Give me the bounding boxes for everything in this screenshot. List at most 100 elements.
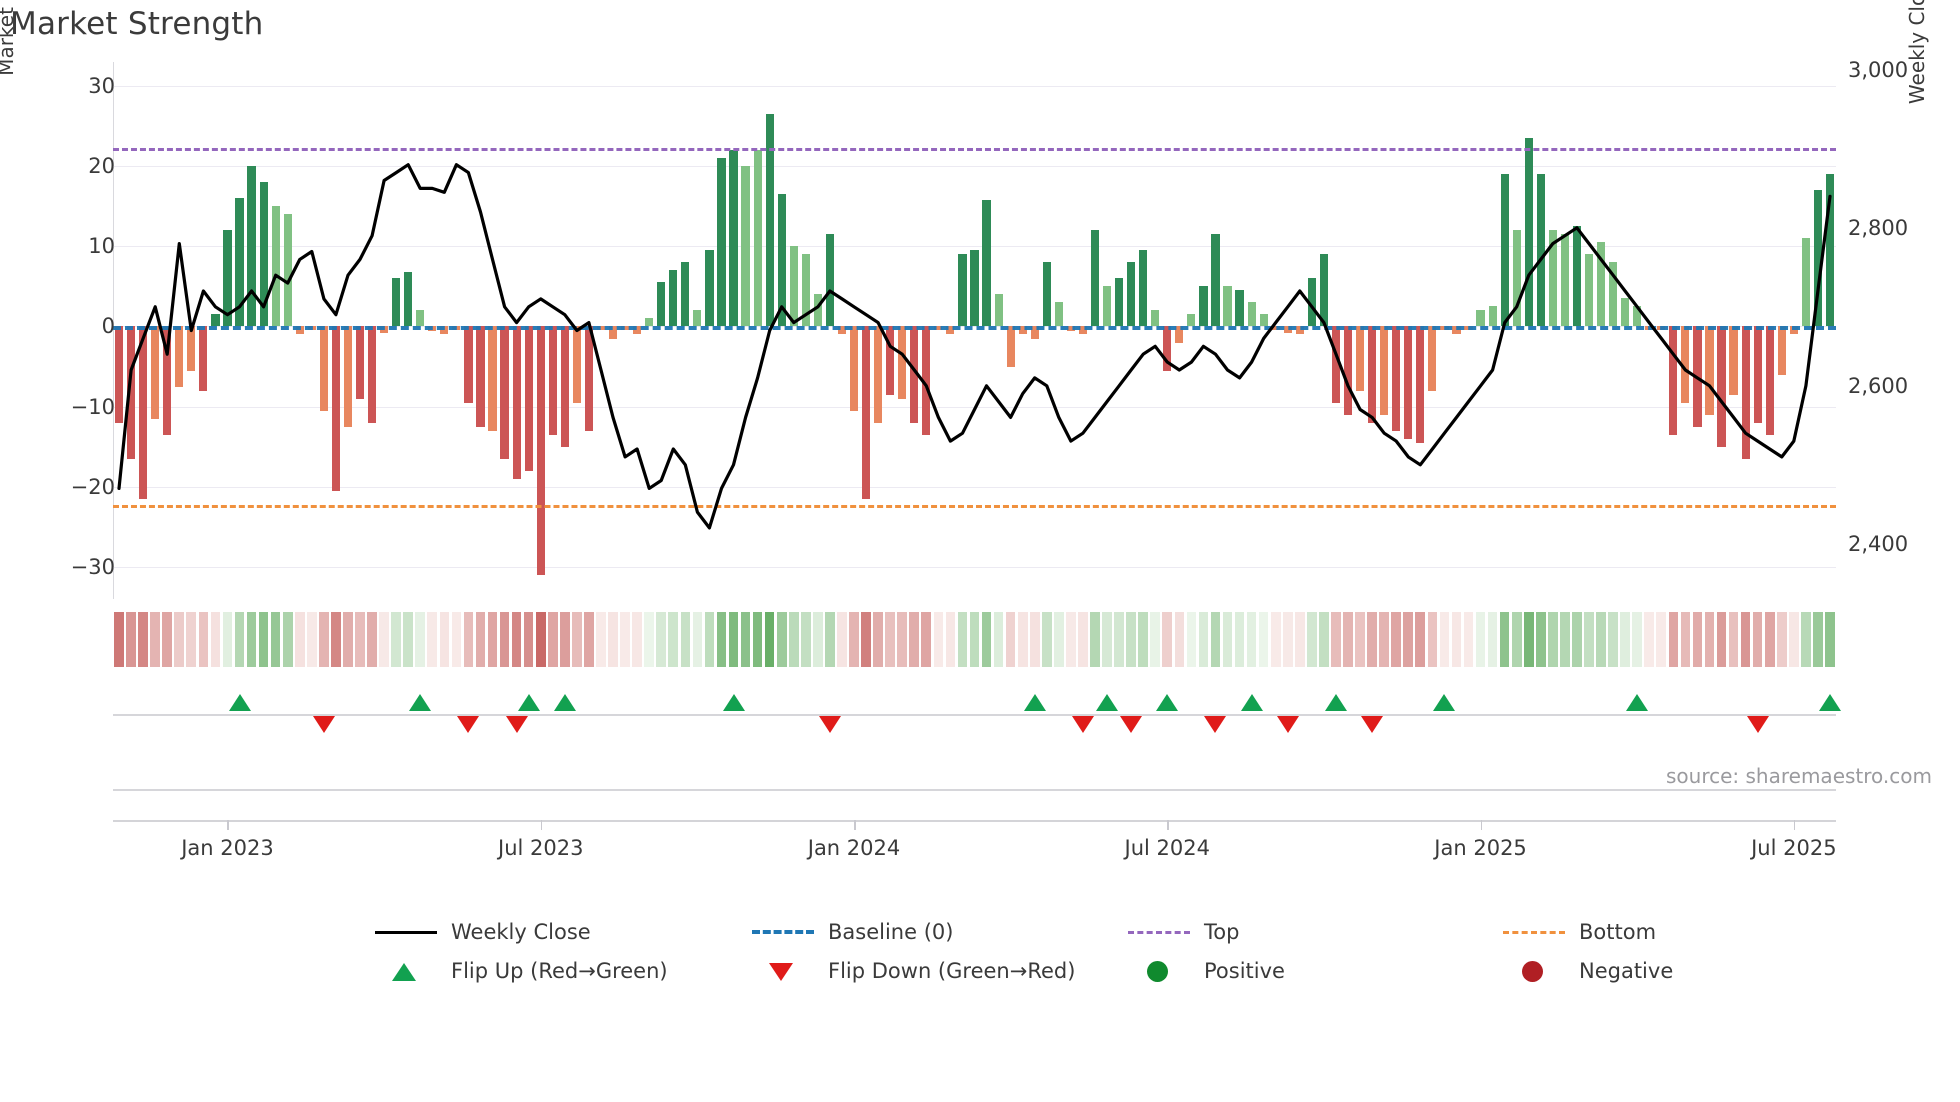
legend-item-baseline[interactable]: Baseline (0) bbox=[752, 920, 953, 944]
heat-cell bbox=[391, 612, 401, 667]
strength-bar bbox=[958, 254, 967, 327]
strength-bar bbox=[187, 326, 196, 371]
heat-cell bbox=[1198, 612, 1209, 667]
legend-item-flip-up[interactable]: Flip Up (Red→Green) bbox=[375, 959, 668, 983]
flip-up-marker bbox=[1240, 694, 1263, 711]
line-dashed-orange-icon bbox=[1503, 922, 1565, 942]
heat-cell bbox=[921, 612, 932, 667]
heat-cell bbox=[1295, 612, 1305, 667]
heat-cell bbox=[1246, 612, 1257, 667]
heat-cell bbox=[1716, 612, 1727, 667]
strength-bar bbox=[982, 199, 991, 327]
strength-bar bbox=[440, 326, 449, 335]
y-tick-label: 10 bbox=[88, 234, 115, 259]
gridline bbox=[113, 566, 1836, 568]
strength-bar bbox=[1681, 326, 1690, 403]
heat-cell bbox=[957, 612, 968, 667]
strength-bar bbox=[392, 278, 401, 327]
heat-cell bbox=[234, 612, 245, 667]
legend-item-positive[interactable]: Positive bbox=[1128, 959, 1285, 983]
heat-cell bbox=[800, 612, 811, 667]
heat-cell bbox=[1210, 612, 1221, 667]
strength-bar bbox=[1741, 326, 1750, 459]
strength-bar bbox=[295, 326, 304, 335]
strength-bar bbox=[669, 270, 678, 327]
heat-cell bbox=[451, 612, 462, 667]
strength-bar bbox=[367, 326, 377, 423]
strength-bar bbox=[126, 326, 136, 459]
heat-cell bbox=[162, 612, 173, 667]
strength-bar bbox=[645, 318, 654, 327]
strength-bar bbox=[886, 326, 895, 395]
flip-up-marker bbox=[1626, 694, 1649, 711]
strength-bar bbox=[1163, 326, 1172, 371]
heat-cell bbox=[716, 612, 727, 667]
flip-down-marker bbox=[312, 716, 335, 733]
heat-cell bbox=[1066, 612, 1076, 667]
legend-item-bottom[interactable]: Bottom bbox=[1503, 920, 1656, 944]
flip-up-marker bbox=[722, 694, 745, 711]
strength-bar bbox=[1211, 234, 1220, 327]
heat-cell bbox=[933, 612, 944, 667]
heat-cell bbox=[1439, 612, 1450, 667]
heat-cell bbox=[1668, 612, 1679, 667]
heat-cell bbox=[415, 612, 426, 667]
heat-cell bbox=[981, 612, 992, 667]
y2-tick-label: 3,000 bbox=[1848, 57, 1909, 82]
heat-cell bbox=[1463, 612, 1474, 667]
heat-cell bbox=[825, 612, 835, 667]
heat-cell bbox=[1391, 612, 1402, 667]
strength-bar bbox=[476, 326, 485, 427]
heat-cell bbox=[487, 612, 498, 667]
legend-item-flip-down[interactable]: Flip Down (Green→Red) bbox=[752, 959, 1075, 983]
strength-bar bbox=[1102, 286, 1112, 327]
strength-bar bbox=[1777, 326, 1786, 375]
heat-cell bbox=[114, 612, 124, 667]
legend-item-weekly-close[interactable]: Weekly Close bbox=[375, 920, 591, 944]
legend-label: Negative bbox=[1579, 959, 1674, 983]
heat-cell bbox=[764, 612, 775, 667]
strength-bar bbox=[994, 294, 1003, 327]
gridline bbox=[113, 246, 1836, 248]
legend-label: Flip Up (Red→Green) bbox=[451, 959, 668, 983]
heat-cell bbox=[258, 612, 269, 667]
strength-bar bbox=[1018, 326, 1027, 335]
strength-bar bbox=[1548, 230, 1557, 327]
strength-bar bbox=[1151, 310, 1160, 327]
heat-cell bbox=[186, 612, 197, 667]
heat-cell bbox=[355, 612, 365, 667]
strength-bar bbox=[777, 194, 786, 327]
dot-red-icon bbox=[1503, 961, 1565, 982]
strength-bar bbox=[1536, 174, 1545, 327]
y-tick-label: −10 bbox=[70, 394, 115, 419]
strength-bar bbox=[1428, 326, 1437, 391]
heat-cell bbox=[1728, 612, 1739, 667]
heat-cell bbox=[210, 612, 221, 667]
y-tick-label: 20 bbox=[88, 154, 115, 179]
heat-cell bbox=[1511, 612, 1522, 667]
legend-item-negative[interactable]: Negative bbox=[1503, 959, 1673, 983]
heat-cell bbox=[174, 612, 185, 667]
heat-cell bbox=[1451, 612, 1462, 667]
heat-cell bbox=[1523, 612, 1534, 667]
strength-bar bbox=[1090, 230, 1100, 327]
strength-bar bbox=[1669, 326, 1678, 435]
plot-frame bbox=[113, 62, 1836, 599]
strength-bar bbox=[1030, 326, 1039, 339]
strength-bar bbox=[608, 326, 618, 339]
x-axis-line bbox=[113, 820, 1836, 822]
gridline bbox=[113, 166, 1836, 168]
legend-item-top[interactable]: Top bbox=[1128, 920, 1239, 944]
heat-cell bbox=[1174, 612, 1185, 667]
strength-bar bbox=[717, 158, 726, 327]
heat-cell bbox=[704, 612, 715, 667]
strength-bar bbox=[910, 326, 919, 423]
heat-cell bbox=[1331, 612, 1341, 667]
strength-bar bbox=[223, 230, 232, 327]
strength-bar bbox=[693, 310, 702, 327]
strength-bar bbox=[1789, 326, 1798, 335]
y-tick-label: −30 bbox=[70, 554, 115, 579]
heat-cell bbox=[572, 612, 582, 667]
strength-bar bbox=[1368, 326, 1377, 423]
flip-up-marker bbox=[553, 694, 576, 711]
